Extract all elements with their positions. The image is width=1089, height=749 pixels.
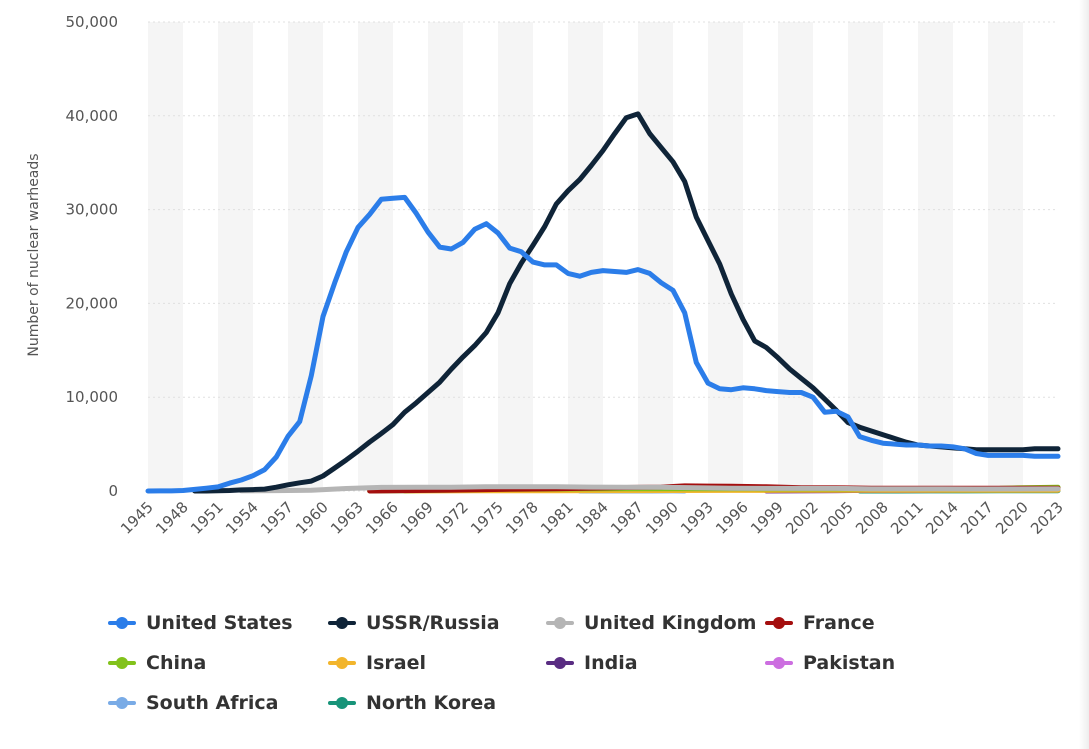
y-tick-label: 30,000	[66, 201, 119, 219]
x-axis-ticks: 1945194819511954195719601963196619691972…	[117, 498, 1067, 538]
y-tick-label: 0	[108, 482, 118, 500]
x-tick-label: 1975	[467, 498, 507, 538]
grid-band	[148, 22, 183, 491]
x-tick-label: 2017	[957, 498, 997, 538]
legend-swatch-icon	[328, 697, 356, 709]
legend-item[interactable]: USSR/Russia	[328, 608, 500, 638]
y-tick-label: 20,000	[66, 294, 119, 312]
legend-swatch-icon	[765, 657, 793, 669]
x-tick-label: 1969	[397, 498, 437, 538]
grid-band	[568, 22, 603, 491]
x-tick-label: 2005	[817, 498, 857, 538]
legend-label: China	[146, 652, 207, 674]
x-tick-label: 1957	[257, 498, 297, 538]
legend-swatch-icon	[108, 657, 136, 669]
legend-swatch-icon	[108, 617, 136, 629]
series-layer	[145, 111, 1061, 494]
legend-label: India	[584, 652, 638, 674]
x-tick-label: 2020	[992, 498, 1032, 538]
x-tick-label: 1978	[502, 498, 542, 538]
legend-label: United Kingdom	[584, 612, 757, 634]
grid-band	[358, 22, 393, 491]
x-tick-label: 1990	[642, 498, 682, 538]
grid-band	[988, 22, 1023, 491]
legend-swatch-icon	[328, 617, 356, 629]
x-tick-label: 1981	[537, 498, 577, 538]
legend-item[interactable]: United States	[108, 608, 293, 638]
grid-band	[638, 22, 673, 491]
x-tick-label: 2008	[852, 498, 892, 538]
grid-band	[848, 22, 883, 491]
legend-label: USSR/Russia	[366, 612, 500, 634]
legend-label: United States	[146, 612, 293, 634]
legend-swatch-icon	[546, 657, 574, 669]
x-tick-label: 1984	[572, 498, 612, 538]
legend-item[interactable]: South Africa	[108, 688, 278, 718]
legend-item[interactable]: France	[765, 608, 875, 638]
grid-bands	[148, 22, 1023, 491]
legend-swatch-icon	[108, 697, 136, 709]
x-tick-label: 1972	[432, 498, 472, 538]
x-tick-label: 1963	[327, 498, 367, 538]
x-tick-label: 1945	[117, 498, 157, 538]
x-tick-label: 1966	[362, 498, 402, 538]
grid-band	[218, 22, 253, 491]
legend-item[interactable]: North Korea	[328, 688, 496, 718]
legend-item[interactable]: China	[108, 648, 206, 678]
y-axis-title: Number of nuclear warheads	[26, 153, 42, 356]
series-line-united-states	[145, 194, 1061, 494]
legend-swatch-icon	[328, 657, 356, 669]
legend-swatch-icon	[546, 617, 574, 629]
grid-band	[778, 22, 813, 491]
legend-label: Pakistan	[803, 652, 896, 674]
legend-label: France	[803, 612, 875, 634]
x-tick-label: 1948	[152, 498, 192, 538]
x-tick-label: 1954	[222, 498, 262, 538]
right-edge-shadow	[1079, 0, 1089, 749]
x-tick-label: 2011	[887, 498, 927, 538]
legend-label: Israel	[366, 652, 426, 674]
x-tick-label: 1999	[747, 498, 787, 538]
legend-item[interactable]: United Kingdom	[546, 608, 756, 638]
y-tick-label: 40,000	[66, 107, 119, 125]
y-tick-label: 50,000	[66, 13, 119, 31]
legend-item[interactable]: Israel	[328, 648, 426, 678]
x-tick-label: 1987	[607, 498, 647, 538]
legend-item[interactable]: India	[546, 648, 638, 678]
y-tick-label: 10,000	[66, 388, 119, 406]
x-tick-label: 1996	[712, 498, 752, 538]
grid-band	[428, 22, 463, 491]
legend-item[interactable]: Pakistan	[765, 648, 895, 678]
x-tick-label: 2023	[1027, 498, 1067, 538]
grid-band	[288, 22, 323, 491]
series-line-united-kingdom	[238, 484, 1061, 494]
x-tick-label: 1960	[292, 498, 332, 538]
legend-label: North Korea	[366, 692, 497, 714]
x-tick-label: 2002	[782, 498, 822, 538]
grid-band	[918, 22, 953, 491]
legend-label: South Africa	[146, 692, 279, 714]
x-tick-label: 1993	[677, 498, 717, 538]
x-tick-label: 2014	[922, 498, 962, 538]
y-axis-ticks: 0 10,000 20,000 30,000 40,000 50,000	[66, 13, 119, 500]
x-tick-label: 1951	[187, 498, 227, 538]
legend-swatch-icon	[765, 617, 793, 629]
